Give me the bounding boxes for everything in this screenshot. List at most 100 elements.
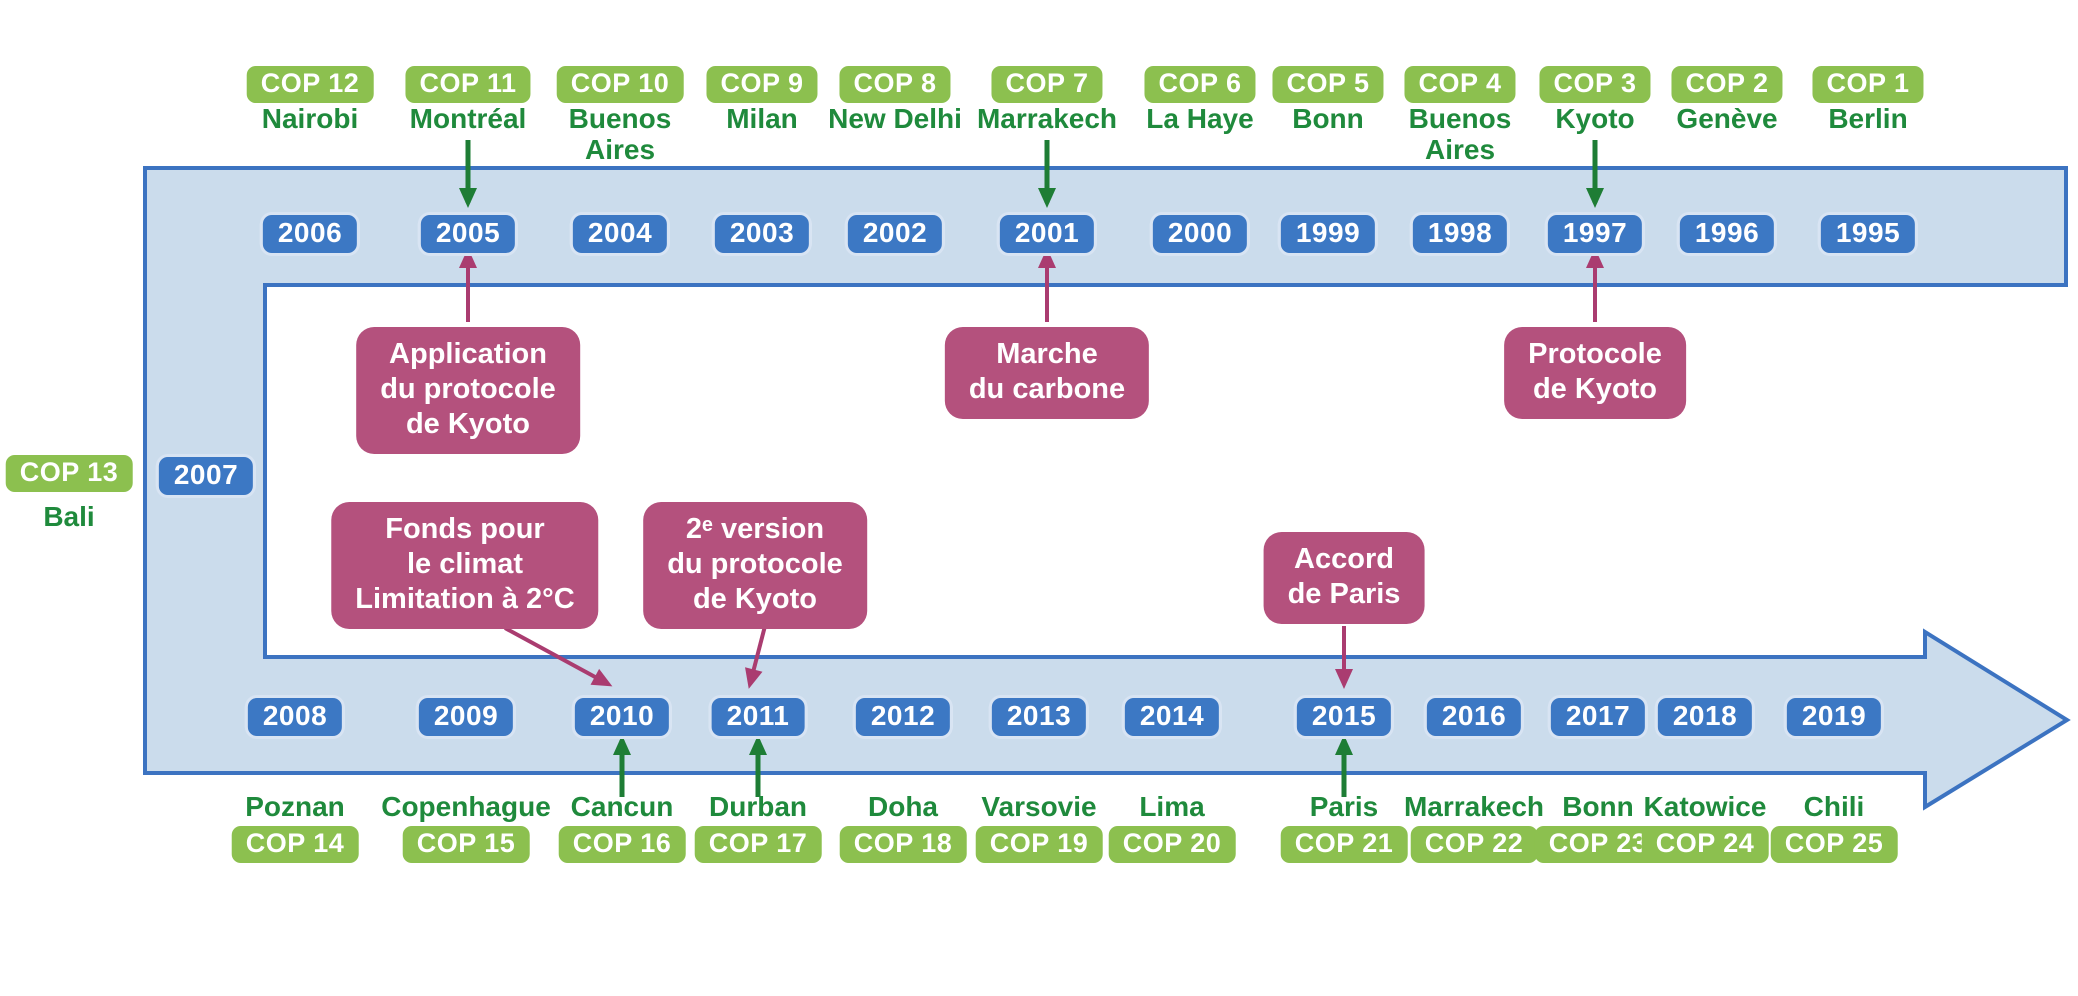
city-line: Aires <box>584 134 656 165</box>
city-line: Copenhague <box>381 791 551 822</box>
cop-badge: COP 5 <box>1272 66 1384 103</box>
city-label: Montréal <box>410 103 527 134</box>
cop-badge: COP 21 <box>1280 826 1408 863</box>
event-line: 2ᵉ version <box>685 513 825 545</box>
year-badge: 2008 <box>244 695 346 739</box>
city-label: Poznan <box>245 791 345 822</box>
city-label: Doha <box>868 791 938 822</box>
cop-badge: COP 22 <box>1410 826 1538 863</box>
city-line: Paris <box>1309 791 1379 822</box>
year-badge: 2013 <box>988 695 1090 739</box>
cop-badge: COP 16 <box>558 826 686 863</box>
city-label: Durban <box>709 791 807 822</box>
cop-badge: COP 11 <box>405 66 531 103</box>
cop-badge: COP 7 <box>991 66 1103 103</box>
city-label: Milan <box>726 103 798 134</box>
cop-badge: COP 20 <box>1108 826 1236 863</box>
pink-arrow <box>504 626 613 687</box>
city-line: Buenos <box>568 103 672 134</box>
city-line: Katowice <box>1643 791 1767 822</box>
event-line: Application <box>389 338 547 370</box>
year-badge: 2000 <box>1149 212 1251 256</box>
event-box: Application du protocole de Kyoto <box>356 327 580 454</box>
cop-badge: COP 15 <box>402 826 530 863</box>
cop-badge: COP 24 <box>1641 826 1769 863</box>
city-line: Lima <box>1139 791 1205 822</box>
arrow-layer <box>459 140 1604 797</box>
city-line: Varsovie <box>981 791 1097 822</box>
year-badge: 1998 <box>1409 212 1511 256</box>
city-line: Marrakech <box>1403 791 1545 822</box>
city-line: Milan <box>726 103 798 134</box>
year-badge: 2016 <box>1423 695 1525 739</box>
city-line: Marrakech <box>976 103 1118 134</box>
pink-arrow <box>745 625 767 689</box>
city-line: Buenos <box>1408 103 1512 134</box>
city-line: La Haye <box>1146 103 1254 134</box>
year-badge: 2002 <box>844 212 946 256</box>
city-label: Cancun <box>571 791 674 822</box>
city-label: Varsovie <box>981 791 1096 822</box>
year-badge: 2003 <box>711 212 813 256</box>
city-label: New Delhi <box>828 103 962 134</box>
city-line: Aires <box>1424 134 1496 165</box>
city-label: Buenos Aires <box>1409 103 1512 165</box>
year-badge: 2017 <box>1547 695 1649 739</box>
year-badge: 1999 <box>1277 212 1379 256</box>
cop-badge: COP 19 <box>975 826 1103 863</box>
city-line: Bonn <box>1292 103 1364 134</box>
year-badge: 1996 <box>1676 212 1778 256</box>
city-label: Bonn <box>1562 791 1634 822</box>
event-line: Accord <box>1294 543 1394 575</box>
event-box: Protocole de Kyoto <box>1504 327 1686 419</box>
cop-badge: COP 1 <box>1812 66 1924 103</box>
event-box: Marche du carbone <box>944 327 1150 419</box>
year-badge: 2019 <box>1783 695 1885 739</box>
cop-badge: COP 6 <box>1144 66 1256 103</box>
city-label: Bali <box>43 501 95 532</box>
cop-badge: COP 9 <box>706 66 818 103</box>
year-badge: 2004 <box>569 212 671 256</box>
cop-badge: COP 3 <box>1539 66 1651 103</box>
year-badge: 2009 <box>415 695 517 739</box>
city-label: Genève <box>1676 103 1777 134</box>
event-box: Fonds pour le climat Limitation à 2°C <box>331 502 599 629</box>
cop-badge: COP 23 <box>1534 826 1662 863</box>
cop-badge: COP 4 <box>1404 66 1516 103</box>
event-line: du protocole <box>380 373 556 405</box>
city-label: Chili <box>1804 791 1865 822</box>
event-line: du protocole <box>667 548 843 580</box>
city-line: Nairobi <box>261 103 359 134</box>
city-label: Lima <box>1139 791 1204 822</box>
year-badge: 2018 <box>1654 695 1756 739</box>
city-label: Bonn <box>1292 103 1364 134</box>
event-line: Fonds pour <box>385 513 545 545</box>
cop-badge: COP 13 <box>5 455 133 492</box>
city-line: Cancun <box>570 791 674 822</box>
event-box: 2ᵉ version du protocole de Kyoto <box>643 502 867 629</box>
year-badge: 1995 <box>1817 212 1919 256</box>
city-line: Poznan <box>245 791 345 822</box>
city-label: Marrakech <box>1404 791 1544 822</box>
year-badge: 2011 <box>708 695 808 739</box>
city-line: Doha <box>868 791 938 822</box>
city-line: Berlin <box>1828 103 1908 134</box>
city-label: La Haye <box>1146 103 1253 134</box>
cop-badge: COP 14 <box>231 826 359 863</box>
city-line: Kyoto <box>1555 103 1635 134</box>
city-label: Copenhague <box>381 791 551 822</box>
city-line: Chili <box>1803 791 1865 822</box>
city-line: Genève <box>1676 103 1778 134</box>
cop-badge: COP 10 <box>556 66 684 103</box>
year-badge: 2010 <box>571 695 673 739</box>
city-label: Nairobi <box>262 103 358 134</box>
cop-badge: COP 17 <box>694 826 822 863</box>
city-label: Kyoto <box>1555 103 1634 134</box>
city-label: Paris <box>1310 791 1379 822</box>
year-badge: 2012 <box>852 695 954 739</box>
event-line: Marche <box>996 338 1098 370</box>
event-line: de Kyoto <box>1532 373 1658 405</box>
year-badge: 2014 <box>1121 695 1223 739</box>
year-badge: 2015 <box>1293 695 1395 739</box>
